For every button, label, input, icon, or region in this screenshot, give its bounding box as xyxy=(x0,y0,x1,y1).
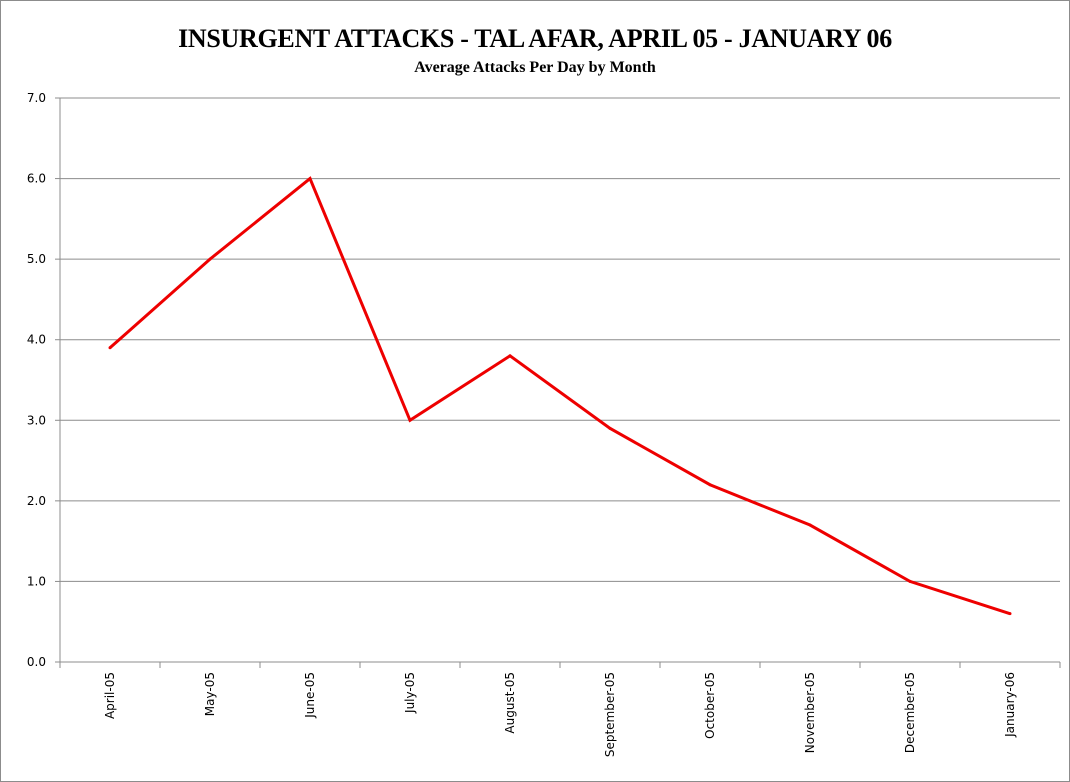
y-tick-label: 0.0 xyxy=(27,655,46,669)
data-point xyxy=(608,426,612,430)
data-point xyxy=(308,177,312,181)
x-tick-label: August-05 xyxy=(503,672,517,734)
data-point xyxy=(108,346,112,350)
series-line xyxy=(109,176,1011,616)
data-point xyxy=(708,483,712,487)
data-point xyxy=(1008,612,1012,616)
x-tick-label: October-05 xyxy=(703,672,717,739)
x-tick-label: May-05 xyxy=(203,672,217,716)
gridlines xyxy=(60,97,1060,582)
x-tick-label: June-05 xyxy=(303,672,317,719)
x-tick-label: January-06 xyxy=(1003,672,1017,738)
y-tick-label: 6.0 xyxy=(27,172,46,186)
x-tick-labels: April-05 May-05 June-05 July-05 August-05 Sep… xyxy=(103,672,1017,757)
data-point xyxy=(208,257,212,261)
y-tick-label: 4.0 xyxy=(27,333,46,347)
axes xyxy=(55,97,1061,668)
y-tick-labels: 0.0 1.0 2.0 3.0 4.0 5.0 6.0 7.0 xyxy=(27,91,46,669)
x-tick-label: November-05 xyxy=(803,672,817,753)
y-tick-label: 7.0 xyxy=(27,91,46,105)
chart-title: INSURGENT ATTACKS - TAL AFAR, APRIL 05 -… xyxy=(178,24,892,53)
data-point xyxy=(408,418,412,422)
x-tick-label: September-05 xyxy=(603,672,617,757)
y-tick-label: 3.0 xyxy=(27,413,46,427)
data-point xyxy=(808,523,812,527)
data-point xyxy=(508,354,512,358)
y-tick-label: 5.0 xyxy=(27,252,46,266)
chart-subtitle: Average Attacks Per Day by Month xyxy=(414,59,656,76)
y-tick-label: 1.0 xyxy=(27,574,46,588)
x-tick-label: December-05 xyxy=(903,672,917,753)
x-tick-label: April-05 xyxy=(103,672,117,719)
data-point xyxy=(908,579,912,583)
series-lines xyxy=(108,176,1012,616)
y-tick-label: 2.0 xyxy=(27,494,46,508)
x-tick-label: July-05 xyxy=(403,672,417,714)
